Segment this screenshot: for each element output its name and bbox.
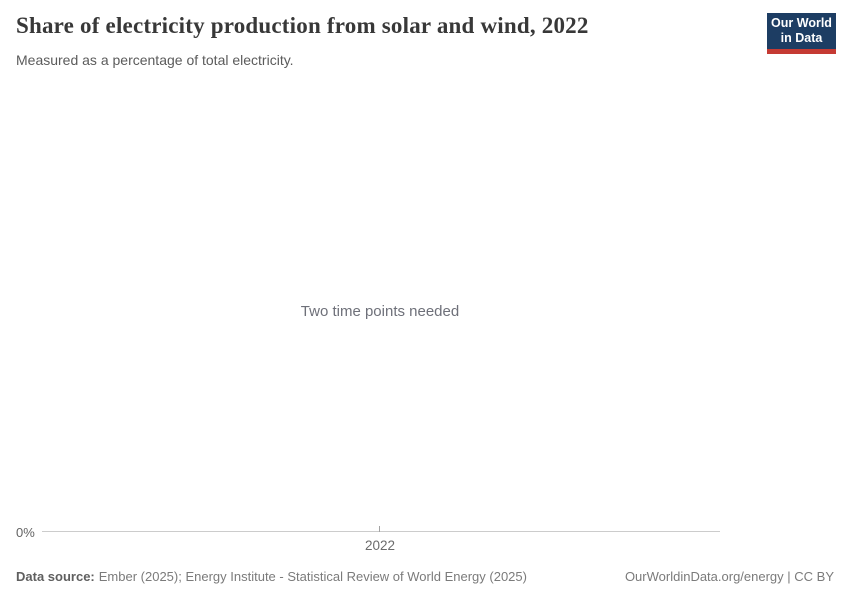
x-axis-line: [42, 531, 720, 532]
x-axis-tick: [379, 526, 380, 532]
owid-logo-line1: Our World: [771, 16, 832, 31]
x-axis-tick-label: 2022: [364, 538, 396, 553]
empty-chart-message: Two time points needed: [300, 303, 460, 320]
data-source[interactable]: Data source: Ember (2025); Energy Institu…: [16, 569, 527, 584]
chart-subtitle: Measured as a percentage of total electr…: [16, 52, 294, 68]
owid-logo[interactable]: Our World in Data: [767, 13, 836, 54]
chart-title: Share of electricity production from sol…: [16, 13, 589, 38]
y-axis-zero-label: 0%: [16, 525, 35, 540]
footer-attribution[interactable]: OurWorldinData.org/energy | CC BY: [624, 569, 834, 584]
owid-logo-line2: in Data: [780, 31, 823, 45]
data-source-value: Ember (2025); Energy Institute - Statist…: [98, 569, 527, 584]
data-source-label: Data source:: [16, 569, 95, 584]
